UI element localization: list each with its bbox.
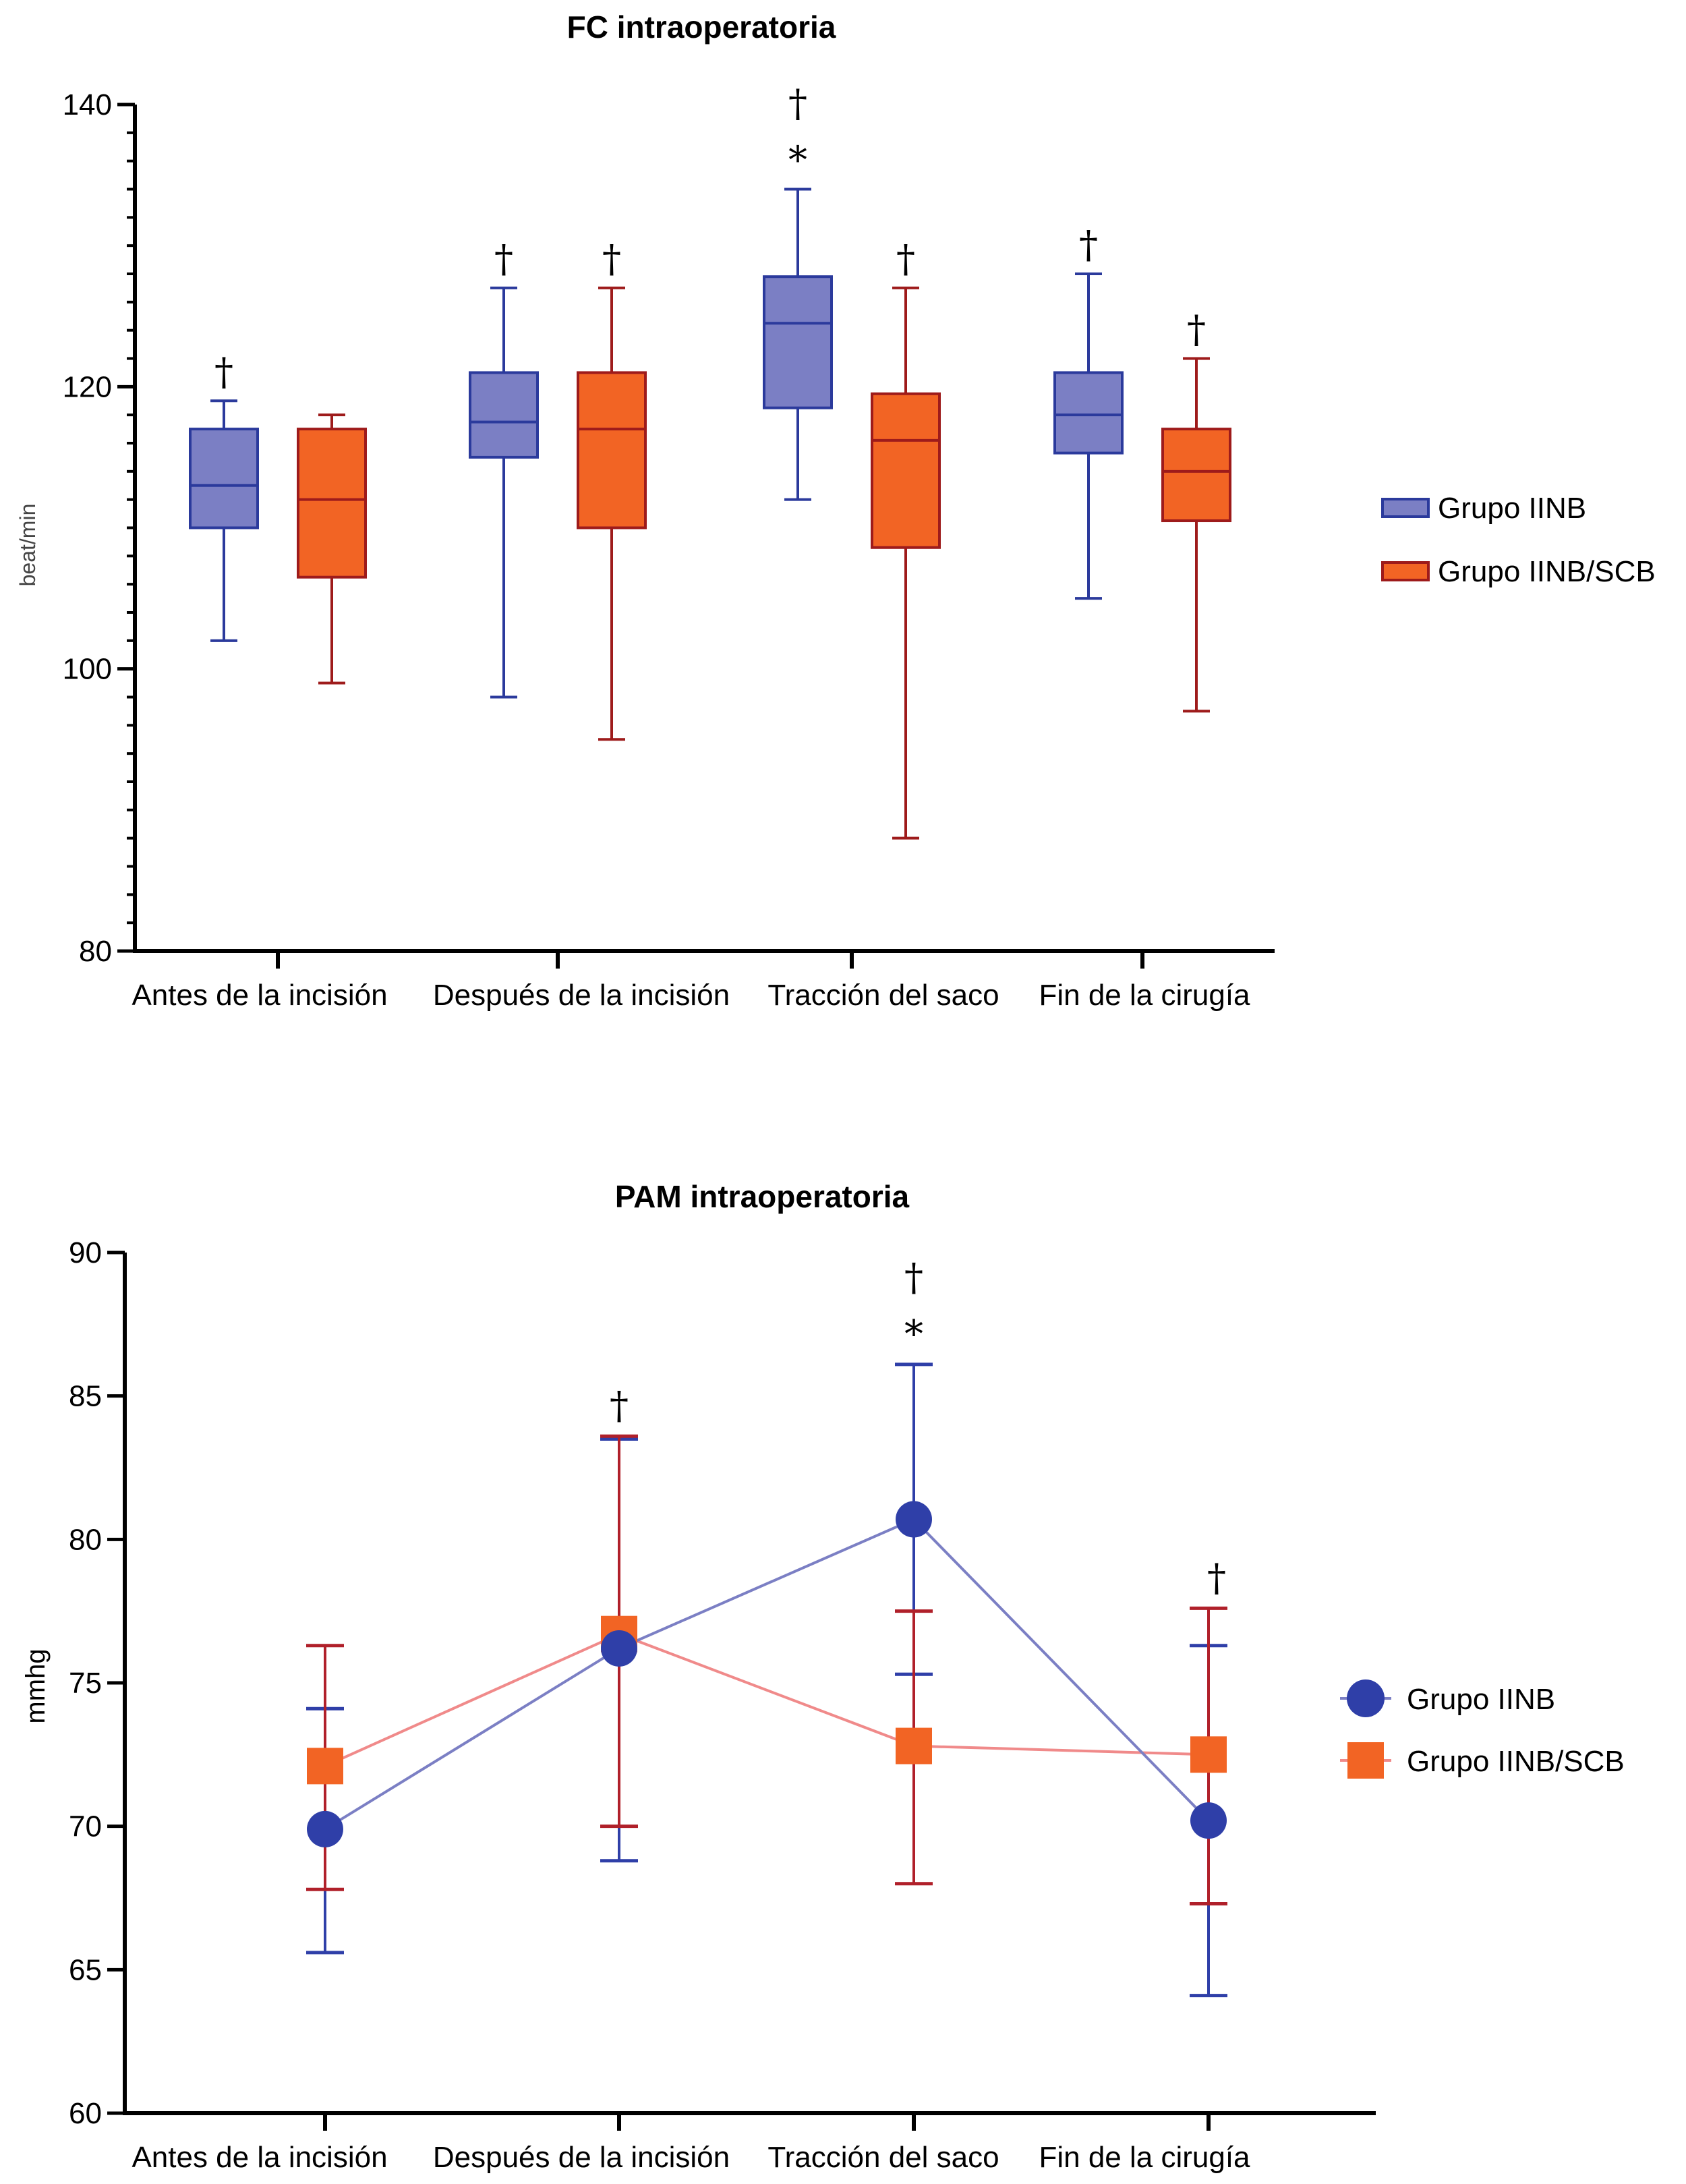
pam-point-iinb-scb: [896, 1727, 932, 1764]
fc-dagger-marker: †: [788, 82, 807, 126]
pam-y-tick-label: 75: [69, 1667, 102, 1700]
fc-chart-title: FC intraoperatoria: [567, 9, 836, 45]
pam-series-line-iinb: [324, 1518, 1210, 1831]
fc-axes: 80 100 120 140 Antes de la incisión Después d…: [63, 88, 1275, 1012]
pam-dagger-marker: †: [610, 1384, 629, 1428]
fc-dagger-marker: †: [214, 350, 233, 394]
pam-dagger-marker: †: [904, 1256, 923, 1300]
fc-box-iinb: †: [189, 350, 259, 642]
pam-point-iinb: [1190, 1802, 1227, 1839]
fc-dagger-marker: †: [1079, 223, 1098, 267]
pam-axes: 60 65 70 75 80 85 90 Antes de la incisión Despué…: [69, 1236, 1376, 2174]
fc-box-iinb-scb: [297, 413, 367, 685]
fc-box-body: [189, 428, 259, 529]
pam-series-line-iinb-scb: [324, 1632, 1209, 1768]
pam-x-tick-label: Fin de la cirugía: [1039, 2141, 1250, 2174]
pam-chart-title: PAM intraoperatoria: [615, 1179, 910, 1214]
pam-y-axis-label: mmhg: [21, 1648, 51, 1723]
fc-chart: FC intraoperatoria beat/min ††*††† †† 801…: [16, 9, 1656, 1012]
fc-y-tick-label: 100: [63, 653, 112, 686]
pam-point-iinb: [896, 1501, 932, 1538]
fc-x-tick-label: Antes de la incisión: [132, 979, 387, 1012]
fc-box-body: [1161, 428, 1231, 523]
fc-legend: Grupo IINB Grupo IINB/SCB: [1381, 492, 1656, 588]
fc-legend-swatch: [1381, 561, 1430, 581]
pam-y-tick-label: 65: [69, 1953, 102, 1986]
pam-legend-square-marker: [1347, 1742, 1384, 1779]
pam-x-tick-label: Después de la incisión: [433, 2141, 730, 2174]
pam-dagger-marker: †: [1207, 1556, 1226, 1600]
pam-legend-label: Grupo IINB: [1407, 1683, 1555, 1716]
pam-point-iinb-scb: [307, 1748, 343, 1785]
fc-box-body: [871, 392, 941, 549]
fc-box-iinb-scb: †: [577, 237, 647, 741]
pam-point-iinb: [307, 1810, 343, 1847]
fc-legend-label: Grupo IINB/SCB: [1438, 555, 1656, 588]
pam-y-tick-label: 90: [69, 1236, 102, 1269]
pam-plot-area: † * † †: [306, 1256, 1227, 1998]
fc-x-tick-label: Fin de la cirugía: [1039, 979, 1250, 1012]
pam-y-tick-label: 85: [69, 1380, 102, 1413]
fc-dagger-marker: †: [602, 237, 621, 281]
pam-legend: Grupo IINB Grupo IINB/SCB: [1340, 1679, 1625, 1779]
fc-dagger-marker: †: [1187, 308, 1206, 352]
pam-point-iinb: [601, 1630, 637, 1667]
pam-point-iinb-scb: [1190, 1736, 1227, 1773]
fc-box-iinb-scb: †: [871, 237, 941, 840]
fc-legend-label: Grupo IINB: [1438, 492, 1586, 525]
fc-box-iinb-scb: †: [1161, 308, 1231, 713]
fc-plot-area: ††*††† ††: [189, 82, 1231, 840]
fc-dagger-marker: †: [494, 237, 513, 281]
fc-box-body: [297, 428, 367, 579]
pam-x-tick-label: Tracción del saco: [767, 2141, 999, 2174]
fc-box-body: [1053, 371, 1124, 455]
fc-x-tick-label: Después de la incisión: [433, 979, 730, 1012]
pam-legend-circle-marker: [1347, 1679, 1385, 1717]
fc-box-iinb: †: [469, 237, 539, 699]
fc-legend-swatch: [1381, 498, 1430, 518]
fc-y-tick-label: 80: [79, 935, 112, 968]
fc-y-tick-label: 120: [63, 370, 112, 403]
pam-x-tick-label: Antes de la incisión: [132, 2141, 387, 2174]
pam-y-tick-label: 80: [69, 1523, 102, 1556]
fc-box-iinb: †: [1053, 223, 1124, 600]
pam-legend-label: Grupo IINB/SCB: [1407, 1745, 1625, 1778]
fc-asterisk-marker: *: [788, 139, 807, 183]
fc-box-body: [763, 275, 833, 409]
pam-chart: PAM intraoperatoria mmhg † * † † 60 65 70 75 80…: [21, 1179, 1625, 2174]
fc-x-tick-label: Tracción del saco: [767, 979, 999, 1012]
fc-box-body: [469, 371, 539, 459]
pam-y-tick-label: 70: [69, 1810, 102, 1843]
fc-y-tick-label: 140: [63, 88, 112, 121]
pam-y-tick-label: 60: [69, 2097, 102, 2130]
pam-asterisk-marker: *: [904, 1313, 923, 1356]
fc-y-axis-label: beat/min: [16, 504, 40, 587]
fc-dagger-marker: †: [896, 237, 915, 281]
fc-box-iinb: *†: [763, 82, 833, 501]
fc-box-body: [577, 371, 647, 529]
